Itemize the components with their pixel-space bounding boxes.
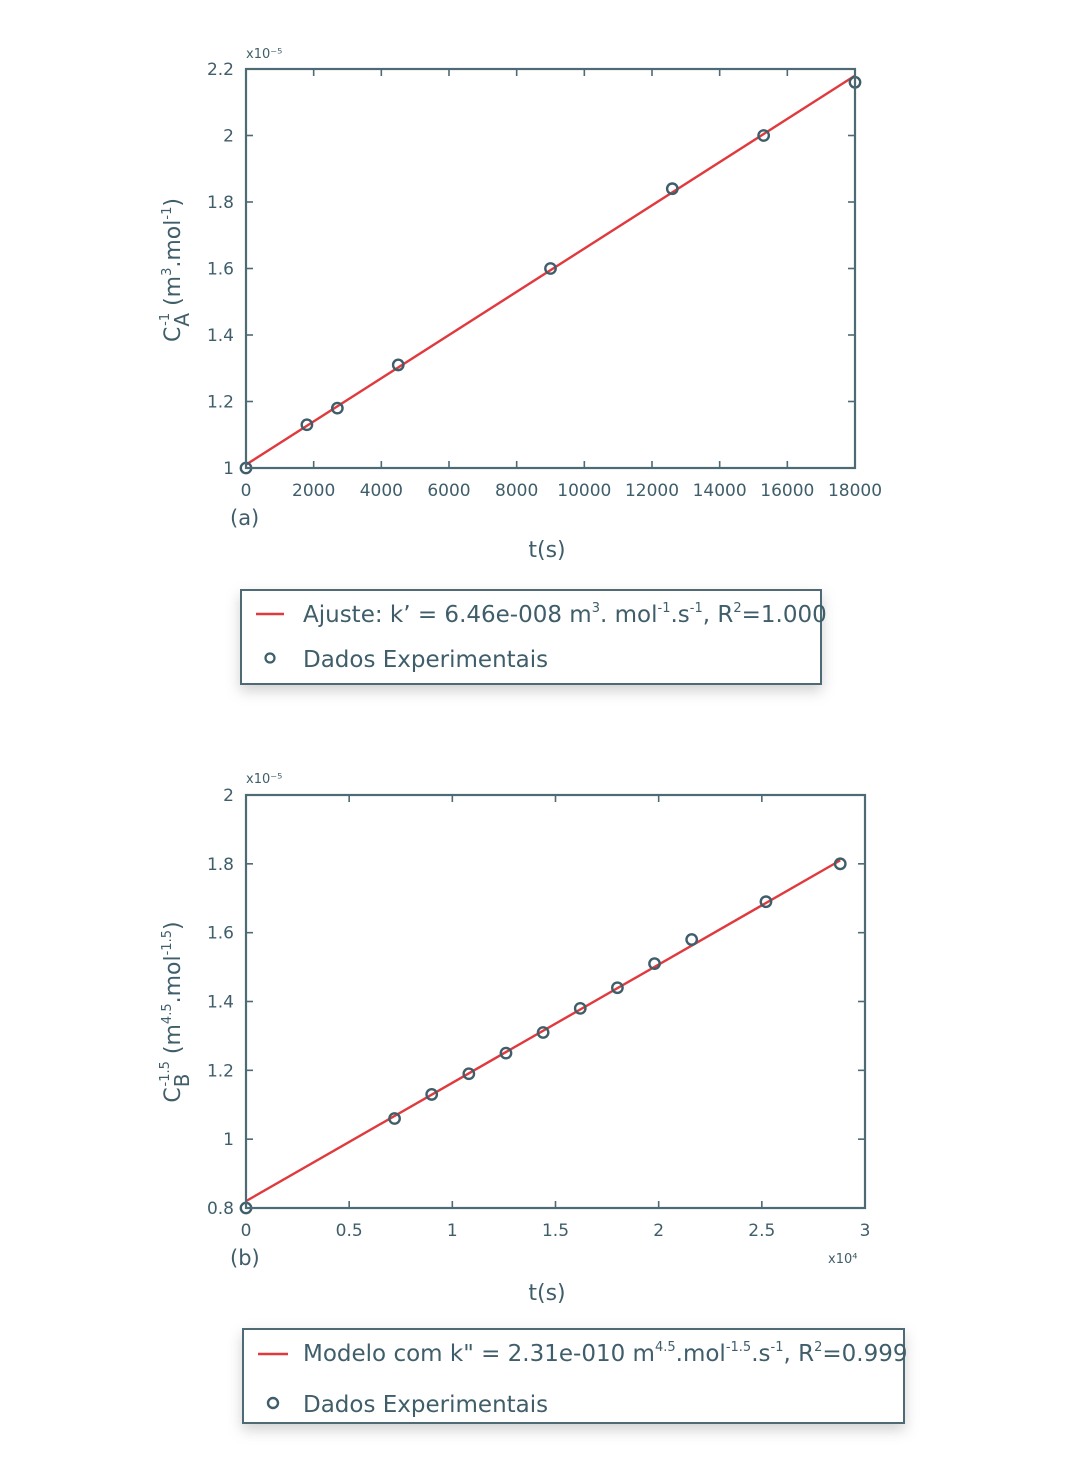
chart-b-legend-marker-swatch	[266, 1396, 280, 1410]
chart-a-legend-box	[240, 589, 822, 685]
chart-b-x-exponent: x10⁴	[828, 1252, 857, 1267]
chart-a-x-tick-label: 8000	[495, 481, 538, 501]
chart-a-data-point	[544, 262, 557, 275]
chart-b-y-tick-label: 1.8	[207, 855, 234, 875]
chart-a-x-tick-label: 10000	[557, 481, 611, 501]
chart-b-y-label: CB-1.5 (m4.5.mol-1.5)	[158, 921, 194, 1102]
chart-b-data-point	[536, 1026, 550, 1039]
chart-a-x-tick-label: 0	[241, 481, 252, 501]
chart-b-x-tick-label: 0.5	[336, 1221, 363, 1241]
chart-a-data-point	[757, 129, 771, 142]
chart-a-data-point	[665, 182, 679, 196]
chart-a-y-tick-label: 1.8	[207, 193, 234, 213]
chart-b-x-tick-label: 2	[653, 1221, 664, 1241]
chart-a-x-tick-label: 4000	[360, 481, 403, 501]
chart-a-x-tick-label: 2000	[292, 481, 335, 501]
chart-b-data-point	[685, 933, 699, 946]
chart-a-x-tick-label: 16000	[760, 481, 814, 501]
chart-a-y-tick-label: 1	[223, 459, 234, 479]
chart-b-x-label: t(s)	[528, 1281, 565, 1306]
chart-b-data-point	[759, 895, 773, 909]
chart-a-x-tick-label: 14000	[693, 481, 747, 501]
chart-b-x-tick-label: 1.5	[542, 1221, 569, 1241]
chart-b-data-point	[425, 1088, 439, 1101]
chart-a-x-tick-label: 6000	[427, 481, 470, 501]
chart-a-data-point	[330, 401, 344, 415]
chart-a-legend-marker-swatch	[264, 652, 276, 664]
chart-a-y-tick-label: 1.4	[207, 326, 234, 346]
svg-text:CB-1.5 (m4.5.mol-1.5): CB-1.5 (m4.5.mol-1.5)	[158, 921, 194, 1102]
chart-b-legend: Modelo com k" = 2.31e-010 m4.5.mol-1.5.s…	[242, 1328, 907, 1424]
chart-b-panel-label: (b)	[230, 1246, 260, 1270]
chart-b-y-tick-label: 1.2	[207, 1061, 234, 1081]
chart-b-y-exponent: x10⁻⁵	[246, 772, 282, 787]
chart-a-legend-fit-label: Ajuste: k’ = 6.46e-008 m3. mol-1.s-1, R2…	[303, 601, 827, 628]
chart-b-data-point	[573, 1001, 587, 1015]
chart-a-legend: Ajuste: k’ = 6.46e-008 m3. mol-1.s-1, R2…	[240, 589, 827, 685]
chart-a-x-label: t(s)	[528, 538, 565, 563]
chart-a-data-point	[300, 418, 314, 432]
chart-a-y-tick-label: 2	[223, 127, 234, 147]
chart-b-y-tick-label: 1.4	[207, 993, 234, 1013]
chart-b-data-point	[499, 1046, 513, 1060]
chart-a-x-tick-label: 12000	[625, 481, 679, 501]
chart-a-panel-label: (a)	[230, 506, 259, 530]
chart-b-y-tick-label: 2	[223, 786, 234, 806]
chart-b-y-tick-label: 1	[223, 1130, 234, 1150]
chart-a-points-group	[239, 75, 862, 475]
chart-a-y-tick-label: 1.6	[207, 260, 234, 280]
chart-b-x-tick-label: 1	[447, 1221, 458, 1241]
chart-a-legend-markers-label: Dados Experimentais	[303, 647, 548, 673]
chart-a: 0 2000 4000 6000 8000 10000 12000 14000 16000 180…	[158, 47, 882, 563]
chart-a-plot-frame	[244, 67, 857, 470]
chart-a-y-tick-label: 1.2	[207, 393, 234, 413]
chart-a-y-exponent: x10⁻⁵	[246, 47, 282, 62]
chart-a-fit-line	[245, 74, 856, 466]
chart-b-ticks: 0 0.5 1 1.5 2 2.5 3 0.8 1 1.2 1.4 1.6 1.8 2	[207, 786, 870, 1241]
chart-b-data-point	[388, 1112, 401, 1125]
chart-b-x-tick-label: 0	[241, 1221, 252, 1241]
chart-b-data-point	[833, 857, 847, 871]
chart-b-data-point	[611, 981, 624, 995]
chart-a-y-label: CA-1 (m3.mol-1)	[158, 198, 194, 342]
chart-b: 0 0.5 1 1.5 2 2.5 3 0.8 1 1.2 1.4 1.6 1.8 2 x10⁻⁵ x10…	[158, 772, 870, 1306]
chart-b-legend-fit-label: Modelo com k" = 2.31e-010 m4.5.mol-1.5.s…	[303, 1340, 907, 1367]
chart-a-y-tick-label: 2.2	[207, 60, 234, 80]
chart-b-fit-line	[245, 859, 841, 1203]
chart-b-plot-frame	[244, 793, 867, 1210]
chart-b-legend-markers-label: Dados Experimentais	[303, 1392, 548, 1418]
chart-b-legend-box	[242, 1328, 905, 1424]
chart-b-data-point	[648, 957, 661, 971]
chart-a-ticks: 0 2000 4000 6000 8000 10000 12000 14000 16000 180…	[207, 60, 882, 501]
chart-b-fit-line-group	[245, 859, 841, 1203]
chart-b-data-point	[462, 1067, 476, 1081]
chart-b-x-tick-label: 2.5	[748, 1221, 775, 1241]
chart-a-data-point	[391, 358, 405, 372]
chart-b-y-tick-label: 1.6	[207, 924, 234, 944]
svg-text:CA-1 (m3.mol-1): CA-1 (m3.mol-1)	[158, 198, 194, 342]
chart-a-x-tick-label: 18000	[828, 481, 882, 501]
chart-b-x-tick-label: 3	[860, 1221, 871, 1241]
chart-a-fit-line-group	[245, 74, 856, 466]
chart-b-y-tick-label: 0.8	[207, 1199, 234, 1219]
chart-b-points-group	[239, 857, 847, 1215]
